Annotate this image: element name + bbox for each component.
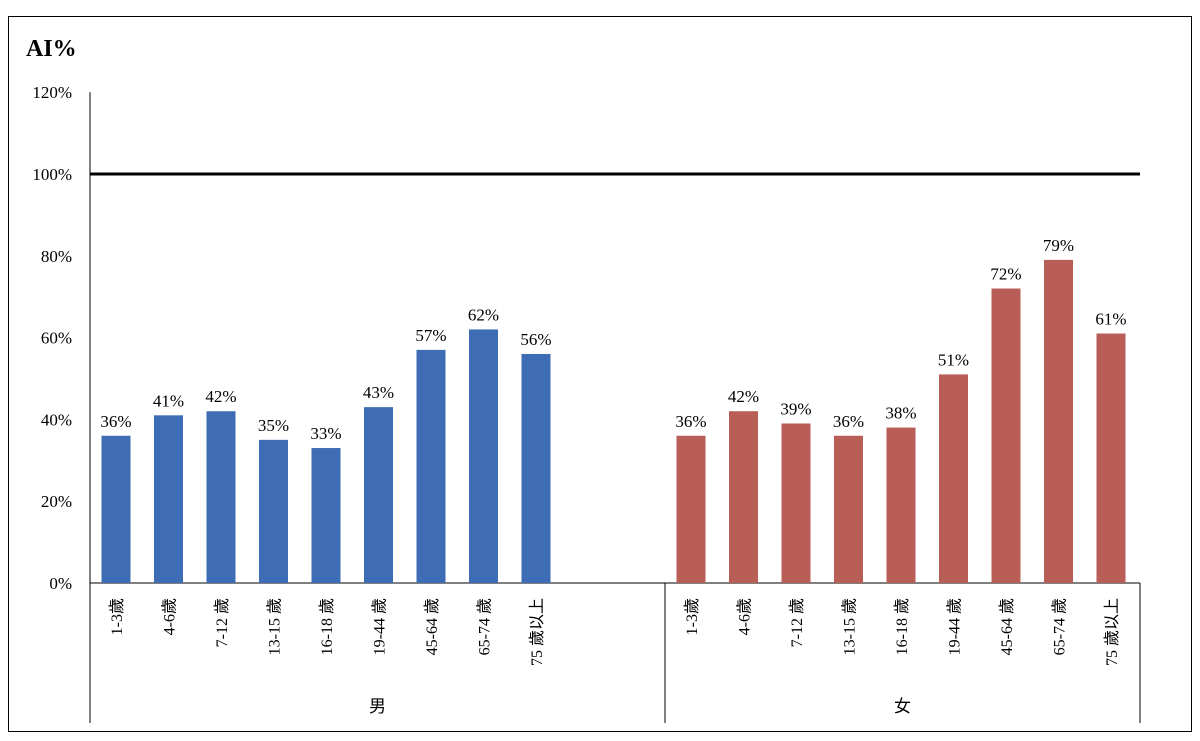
data-label: 36% (675, 412, 706, 431)
chart-frame (8, 16, 1192, 732)
x-tick-label: 13-15 歲 (841, 598, 859, 655)
bars (101, 259, 1126, 583)
data-label: 38% (885, 404, 916, 423)
group-label: 女 (894, 697, 911, 716)
bar (154, 415, 183, 583)
y-ticks: 0% 20% 40% 60% 80% 100% 120% (32, 83, 72, 593)
data-label: 42% (205, 387, 236, 406)
bar (1096, 333, 1126, 583)
data-label: 61% (1095, 310, 1126, 329)
bar (781, 423, 811, 583)
x-tick-label: 19-44 歲 (946, 598, 964, 655)
y-tick-label: 40% (41, 410, 72, 429)
data-label: 36% (100, 412, 131, 431)
y-tick-label: 60% (41, 329, 72, 348)
x-tick-label: 4-6歲 (161, 598, 179, 635)
data-label: 43% (363, 383, 394, 402)
x-tick-label: 75 歲以上 (1103, 598, 1121, 666)
x-tick-label: 4-6歲 (736, 598, 754, 635)
group-labels: 男女 (369, 697, 911, 716)
bar (311, 448, 341, 583)
y-tick-label: 80% (41, 247, 72, 266)
group-label: 男 (369, 697, 386, 716)
data-label: 56% (520, 330, 551, 349)
bar (834, 435, 863, 583)
data-label: 62% (468, 305, 499, 324)
data-label: 51% (938, 350, 969, 369)
bar (364, 407, 393, 583)
y-tick-label: 120% (32, 83, 72, 102)
data-label: 57% (415, 326, 446, 345)
bar (939, 374, 968, 583)
x-tick-label: 13-15 歲 (266, 598, 284, 655)
bar (101, 435, 131, 583)
x-tick-label: 7-12 歲 (788, 598, 806, 647)
data-labels: 36% 41% 42% 35% 33% 43% 57% 62% 56% 36% 42% 39% 36% 3… (100, 236, 1126, 443)
bar (416, 349, 446, 583)
data-label: 42% (728, 387, 759, 406)
bar (676, 435, 706, 583)
bar (729, 411, 758, 583)
x-tick-label: 1-3歲 (108, 598, 126, 635)
bar (1044, 259, 1073, 583)
bar (886, 427, 916, 583)
bar (469, 329, 498, 583)
y-tick-label: 100% (32, 165, 72, 184)
bar (206, 411, 236, 583)
data-label: 72% (990, 265, 1021, 284)
axes (89, 92, 1141, 723)
data-label: 41% (153, 391, 184, 410)
data-label: 33% (310, 424, 341, 443)
data-label: 35% (258, 416, 289, 435)
y-tick-label: 20% (41, 492, 72, 511)
y-axis-label: AI% (26, 36, 77, 62)
x-tick-label: 16-18 歲 (893, 598, 911, 655)
x-tick-label: 19-44 歲 (371, 598, 389, 655)
data-label: 79% (1043, 236, 1074, 255)
x-tick-label: 65-74 歲 (1051, 598, 1069, 655)
y-tick-label: 0% (49, 574, 72, 593)
bar (991, 288, 1021, 583)
x-tick-label: 75 歲以上 (528, 598, 546, 666)
bar (259, 439, 288, 583)
x-tick-label: 45-64 歲 (998, 598, 1016, 655)
x-tick-label: 45-64 歲 (423, 598, 441, 655)
x-tick-label: 16-18 歲 (318, 598, 336, 655)
x-tick-label: 65-74 歲 (476, 598, 494, 655)
data-label: 39% (780, 399, 811, 418)
bar (521, 353, 551, 583)
x-ticks: 1-3歲 4-6歲 7-12 歲 13-15 歲 16-18 歲 19-44 歲 45-64… (108, 598, 1121, 666)
x-tick-label: 7-12 歲 (213, 598, 231, 647)
data-label: 36% (833, 412, 864, 431)
x-tick-label: 1-3歲 (683, 598, 701, 635)
